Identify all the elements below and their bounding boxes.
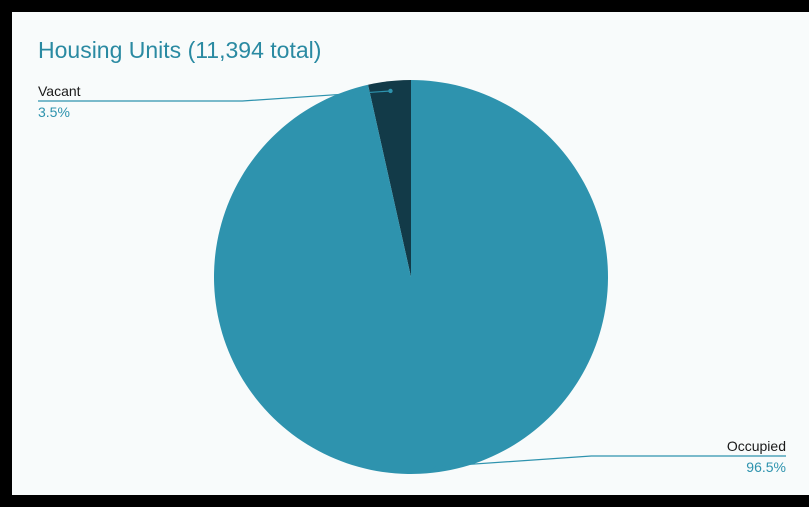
leader-line-occupied — [431, 455, 786, 468]
leader-dot-occupied — [429, 464, 435, 470]
slice-percent-occupied: 96.5% — [746, 459, 786, 475]
slice-label-vacant: Vacant — [38, 83, 81, 99]
pie-slice-vacant — [368, 80, 411, 277]
pie-slices — [213, 80, 609, 474]
leader-line-vacant — [38, 90, 391, 102]
pie-chart: Vacant 3.5% Occupied 96.5% — [38, 80, 786, 475]
chart-card: Housing Units (11,394 total) Vacant 3.5% O… — [12, 12, 809, 495]
pie-slice-occupied — [213, 80, 609, 474]
slice-label-occupied: Occupied — [727, 438, 786, 454]
chart-title: Housing Units (11,394 total) — [38, 37, 322, 63]
leader-dot-vacant — [388, 88, 393, 94]
slice-percent-vacant: 3.5% — [38, 104, 70, 120]
pie-labels: Vacant 3.5% Occupied 96.5% — [38, 83, 786, 475]
